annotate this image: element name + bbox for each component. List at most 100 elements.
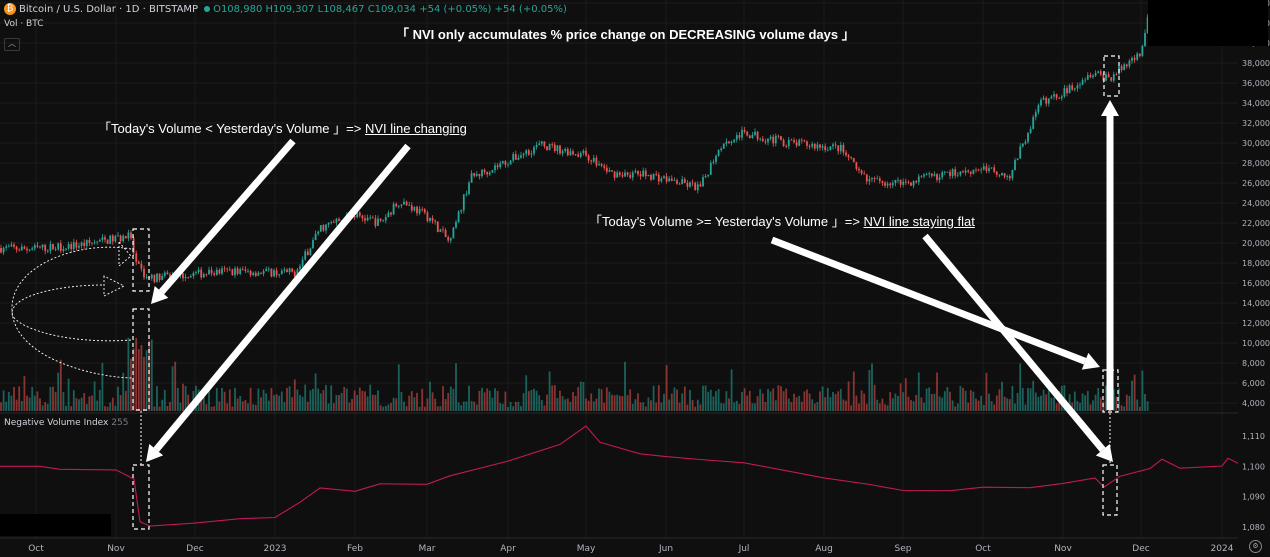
volume-bars — [0, 337, 1149, 411]
volume-bar — [70, 406, 73, 411]
candle-body — [566, 148, 569, 156]
candle-body — [1019, 146, 1022, 159]
candle-body — [200, 269, 203, 278]
candle-body — [0, 248, 2, 253]
volume-bar — [616, 394, 619, 411]
volume-bar — [1068, 394, 1071, 411]
volume-bar — [1032, 380, 1035, 411]
candle-body — [546, 146, 548, 151]
nvi-line — [0, 425, 1239, 527]
candle-body — [624, 172, 626, 177]
chevron-up-icon[interactable]: ︿ — [4, 38, 20, 51]
arrow-left-1-head — [151, 286, 169, 304]
candle-body — [192, 272, 195, 276]
x-tick-label: Dec — [186, 544, 203, 554]
candle-body — [824, 146, 827, 151]
volume-bar — [163, 389, 166, 411]
volume-bar — [977, 400, 980, 411]
candle-body — [44, 244, 47, 251]
symbol-title[interactable]: Bitcoin / U.S. Dollar · 1D · BITSTAMP — [19, 4, 199, 15]
candle-body — [522, 153, 525, 156]
candle-body — [483, 169, 486, 172]
volume-bar — [327, 403, 330, 411]
volume-bar — [488, 390, 491, 411]
candle-body — [1084, 79, 1087, 81]
candle-body — [839, 144, 842, 152]
volume-bar — [494, 388, 496, 411]
volume-bar — [218, 401, 221, 411]
candle-body — [850, 157, 853, 159]
volume-bar — [858, 403, 860, 411]
volume-bar — [543, 405, 546, 411]
candle-body — [85, 240, 88, 246]
nvi-legend[interactable]: Negative Volume Index 255 — [4, 418, 128, 428]
y-tick-label: 38,000 — [1242, 59, 1270, 68]
candle-body — [379, 218, 382, 221]
candle-body — [613, 171, 616, 178]
volume-bar — [317, 388, 320, 411]
candle-body — [387, 212, 390, 218]
volume-bar — [397, 364, 400, 411]
candle-body — [1058, 97, 1061, 99]
candle-body — [1029, 128, 1032, 134]
volume-bar — [852, 371, 855, 411]
candle-body — [423, 209, 426, 213]
candle-body — [733, 139, 736, 142]
volume-bar — [65, 405, 67, 411]
candle-body — [1092, 75, 1094, 78]
candle-body — [639, 174, 642, 177]
volume-bar — [657, 385, 660, 411]
volume-bar — [358, 387, 361, 411]
volume-bar — [36, 391, 39, 411]
candle-body — [1003, 173, 1006, 177]
candle-body — [1032, 117, 1035, 129]
volume-bar — [514, 401, 517, 411]
volume-bar — [1024, 404, 1027, 411]
candle-body — [166, 272, 169, 275]
volume-bar — [423, 406, 426, 411]
candle-body — [52, 243, 54, 250]
volume-bar — [496, 391, 499, 411]
candle-body — [972, 169, 975, 174]
candle-body — [1024, 141, 1027, 144]
candle-body — [530, 153, 533, 155]
volume-bar — [330, 385, 333, 411]
volume-bar — [1071, 402, 1074, 411]
candle-body — [715, 155, 717, 163]
y-tick-label: 28,000 — [1242, 159, 1270, 168]
candle-body — [1047, 98, 1050, 104]
candle-body — [871, 178, 873, 180]
nvi-y-tick-label: 1,080 — [1242, 523, 1265, 532]
volume-bar — [860, 390, 863, 411]
volume-bar — [917, 372, 920, 411]
candle-body — [1027, 133, 1029, 142]
volume-legend[interactable]: Vol · BTC — [4, 19, 44, 29]
candle-body — [468, 182, 470, 194]
volume-bar — [278, 395, 281, 411]
volume-bar — [819, 391, 821, 411]
volume-bar — [988, 393, 990, 411]
candle-body — [416, 206, 418, 214]
volume-bar — [538, 395, 541, 411]
settings-icon[interactable]: ⚙ — [1249, 540, 1262, 553]
volume-bar — [1014, 403, 1016, 411]
candle-body — [686, 182, 689, 187]
candle-body — [462, 194, 465, 211]
volume-bar — [964, 390, 967, 411]
volume-bar — [1021, 387, 1024, 411]
volume-bar — [18, 386, 21, 411]
x-tick-label: Feb — [347, 544, 363, 554]
volume-bar — [923, 402, 925, 411]
candle-body — [964, 170, 967, 173]
candle-body — [683, 179, 686, 183]
candle-body — [252, 272, 255, 276]
candle-body — [886, 183, 889, 186]
volume-bar — [80, 397, 83, 411]
candle-body — [988, 168, 990, 171]
nvi-param: 255 — [111, 418, 129, 428]
volume-bar — [314, 373, 317, 411]
volume-bar — [270, 388, 273, 411]
candle-body — [1120, 66, 1123, 71]
candle-body — [49, 243, 52, 251]
volume-bar — [774, 400, 777, 411]
